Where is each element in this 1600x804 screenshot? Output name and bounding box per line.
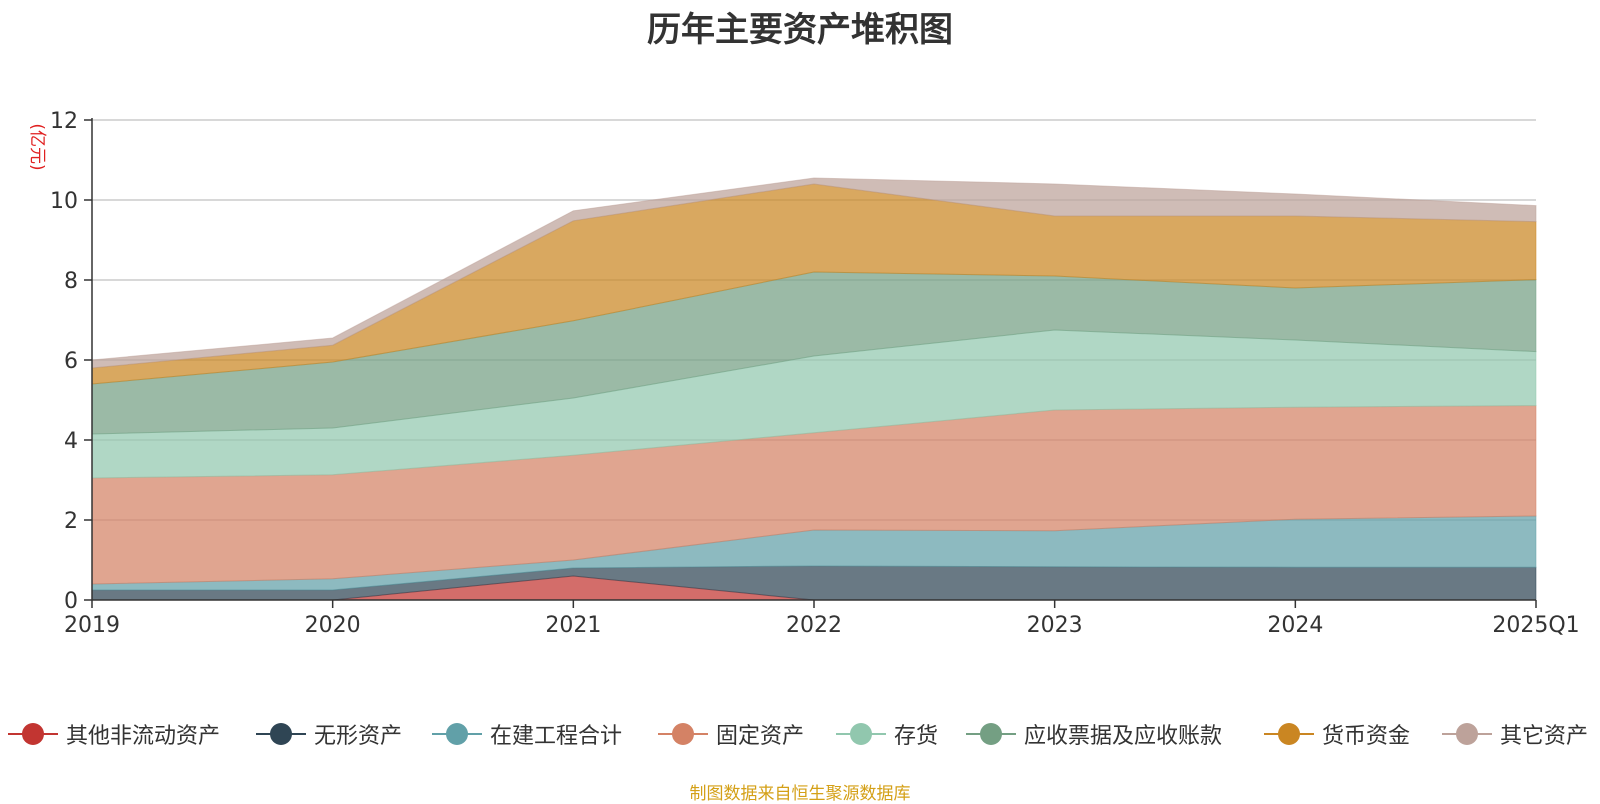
legend-item[interactable]: 在建工程合计 — [432, 716, 622, 752]
legend-item[interactable]: 其他非流动资产 — [8, 716, 220, 752]
legend-label: 其它资产 — [1500, 724, 1589, 749]
y-tick-label: 12 — [50, 109, 78, 134]
legend-item[interactable]: 无形资产 — [256, 716, 402, 752]
y-tick-label: 6 — [64, 349, 78, 374]
y-tick-label: 0 — [64, 589, 78, 614]
legend-marker-icon — [1264, 723, 1314, 745]
chart-title: 历年主要资产堆积图 — [647, 10, 953, 50]
legend-label: 无形资产 — [314, 724, 403, 749]
legend-label: 应收票据及应收账款 — [1024, 724, 1223, 749]
area-series-7 — [91, 177, 1537, 369]
legend-label: 其他非流动资产 — [66, 724, 221, 749]
legend-item[interactable]: 应收票据及应收账款 — [966, 716, 1222, 752]
legend-label: 固定资产 — [716, 724, 805, 749]
source-note: 制图数据来自恒生聚源数据库 — [689, 784, 911, 804]
y-tick-label: 8 — [64, 269, 78, 294]
x-tick-label: 2023 — [1027, 613, 1083, 638]
x-tick-label: 2024 — [1267, 613, 1323, 638]
y-tick-label: 4 — [64, 429, 78, 454]
legend-item[interactable]: 存货 — [836, 716, 938, 752]
legend: 其他非流动资产 无形资产 在建工程合计 固定资产 存货 应收票据及应收账款 货币资金 其它资产 — [0, 716, 1600, 752]
x-tick-label: 2022 — [786, 613, 842, 638]
x-tick-label: 2025Q1 — [1492, 613, 1579, 638]
x-tick-label: 2020 — [305, 613, 361, 638]
y-axis-unit-label: (亿元) — [27, 123, 47, 170]
y-tick-label: 10 — [50, 189, 78, 214]
legend-marker-icon — [658, 723, 708, 745]
y-tick-label: 2 — [64, 509, 78, 534]
legend-marker-icon — [1442, 723, 1492, 745]
legend-marker-icon — [836, 723, 886, 745]
legend-item[interactable]: 其它资产 — [1442, 716, 1588, 752]
legend-marker-icon — [966, 723, 1016, 745]
area-series — [91, 177, 1537, 601]
legend-label: 货币资金 — [1322, 724, 1411, 749]
axes: 0 2 4 6 8 10 12 2019 2020 2021 2022 2023 2024 2025Q1 — [50, 109, 1580, 638]
legend-label: 存货 — [894, 724, 939, 749]
legend-marker-icon — [432, 723, 482, 745]
legend-marker-icon — [8, 723, 58, 745]
legend-item[interactable]: 货币资金 — [1264, 716, 1410, 752]
x-tick-label: 2021 — [545, 613, 601, 638]
legend-item[interactable]: 固定资产 — [658, 716, 804, 752]
legend-marker-icon — [256, 723, 306, 745]
legend-label: 在建工程合计 — [490, 724, 623, 749]
x-tick-label: 2019 — [64, 613, 120, 638]
